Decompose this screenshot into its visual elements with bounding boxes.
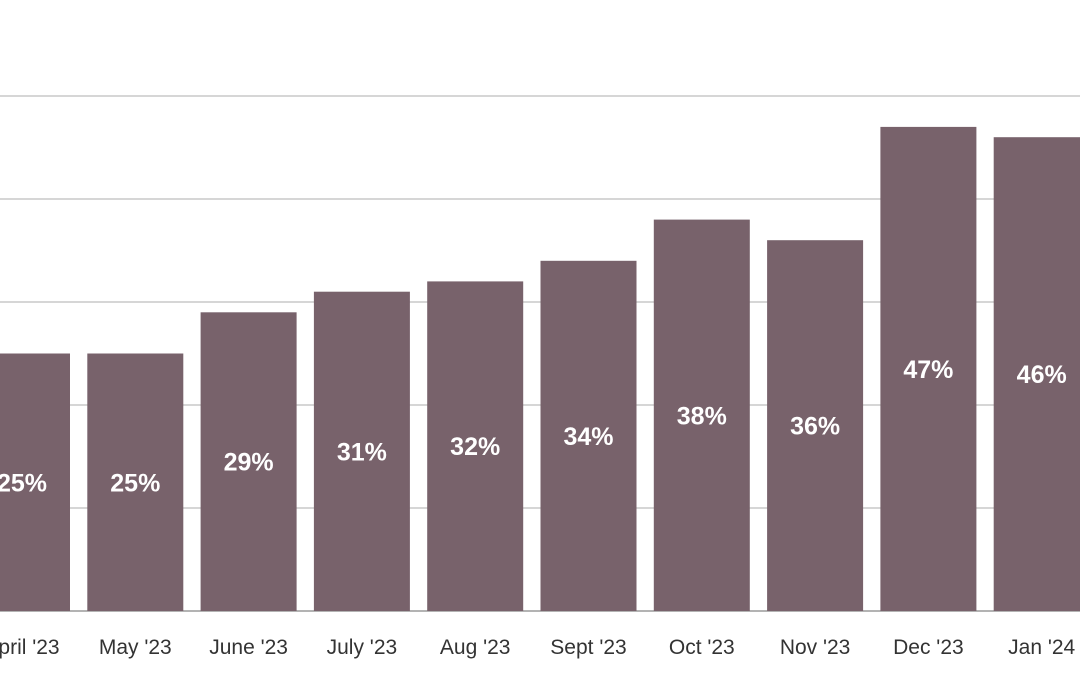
bar-value-label: 46%: [1017, 361, 1067, 389]
bar-value-label: 47%: [903, 356, 953, 384]
bar-value-label: 38%: [677, 402, 727, 430]
x-axis-tick-labels: April '23 May '23 June '23 July '23 Aug '23 S…: [0, 636, 1076, 659]
x-tick-label: April '23: [0, 636, 60, 659]
x-tick-label: May '23: [99, 636, 172, 659]
x-tick-label: June '23: [209, 636, 288, 659]
bar: [767, 240, 864, 611]
bar-value-label: 25%: [110, 469, 160, 497]
bar-value-label: 31%: [337, 438, 387, 466]
bars: [0, 126, 1080, 612]
x-tick-label: July '23: [327, 636, 398, 659]
bar: [313, 291, 410, 611]
bar: [653, 219, 750, 611]
x-tick-label: Nov '23: [780, 636, 851, 659]
bar: [87, 353, 184, 611]
bar-value-label: 34%: [563, 423, 613, 451]
bar: [0, 353, 70, 611]
bar: [427, 281, 524, 611]
bar-value-label: 25%: [0, 469, 47, 497]
bar: [993, 137, 1080, 611]
bar: [880, 126, 977, 612]
bar-value-labels: 25% 25% 29% 31% 32% 34% 38% 36% 47% 46%: [0, 356, 1067, 497]
bar: [200, 312, 297, 611]
bar-value-label: 36%: [790, 413, 840, 441]
x-tick-label: Dec '23: [893, 636, 964, 659]
bar-value-label: 32%: [450, 433, 500, 461]
x-tick-label: Jan '24: [1008, 636, 1075, 659]
bar-value-label: 29%: [224, 449, 274, 477]
x-tick-label: Sept '23: [550, 636, 626, 659]
bar: [540, 260, 637, 611]
x-tick-label: Oct '23: [669, 636, 735, 659]
x-tick-label: Aug '23: [440, 636, 511, 659]
